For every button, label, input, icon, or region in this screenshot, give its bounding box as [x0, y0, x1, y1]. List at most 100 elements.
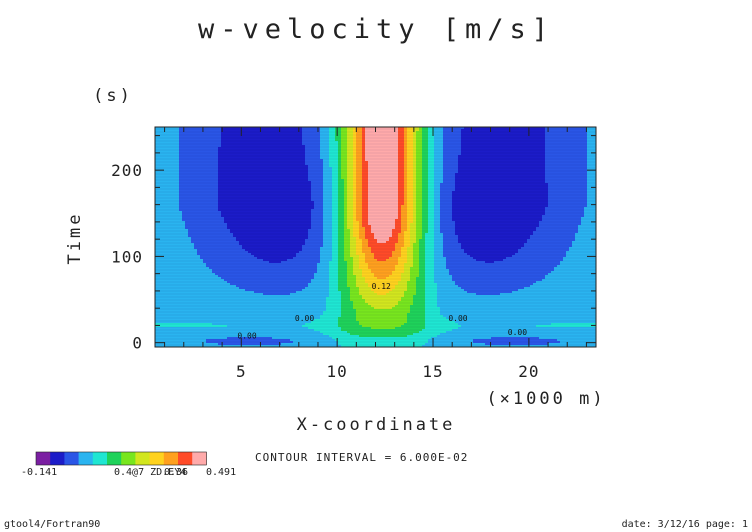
field-cell [344, 141, 348, 144]
field-cell [170, 145, 174, 148]
field-cell [419, 129, 423, 132]
field-cell [284, 153, 288, 156]
field-cell [164, 145, 168, 148]
field-cell [473, 141, 477, 144]
field-cell [527, 137, 531, 140]
field-cell [230, 147, 234, 150]
field-cell [473, 135, 477, 138]
field-cell [275, 151, 279, 154]
field-cell [455, 141, 459, 144]
field-cell [287, 143, 291, 146]
field-cell [473, 147, 477, 150]
field-cell [323, 141, 327, 144]
field-cell [440, 129, 444, 132]
field-cell [236, 129, 240, 132]
field-cell [239, 139, 243, 142]
field-cell [509, 137, 513, 140]
field-cell [251, 133, 255, 136]
field-cell [290, 151, 294, 154]
field-cell [254, 151, 258, 154]
field-cell [368, 133, 372, 136]
field-cell [263, 135, 267, 138]
field-cell [413, 149, 417, 152]
field-cell [383, 129, 387, 132]
field-cell [392, 145, 396, 148]
field-cell [269, 147, 273, 150]
field-cell [497, 151, 501, 154]
field-cell [182, 135, 186, 138]
field-cell [536, 141, 540, 144]
field-cell [554, 139, 558, 142]
field-cell [167, 135, 171, 138]
field-cell [416, 131, 420, 134]
field-cell [455, 147, 459, 150]
field-cell [389, 139, 393, 142]
field-cell [257, 127, 261, 130]
field-cell [269, 143, 273, 146]
field-cell [329, 135, 333, 138]
field-cell [230, 137, 234, 140]
field-cell [254, 147, 258, 150]
field-cell [473, 131, 477, 134]
field-cell [179, 137, 183, 140]
field-cell [368, 149, 372, 152]
field-cell [269, 129, 273, 132]
field-cell [380, 147, 384, 150]
field-cell [275, 149, 279, 152]
field-cell [179, 133, 183, 136]
field-cell [485, 143, 489, 146]
field-cell [398, 147, 402, 150]
field-cell [380, 135, 384, 138]
field-cell [254, 145, 258, 148]
field-cell [461, 139, 465, 142]
field-cell [161, 131, 165, 134]
field-cell [368, 141, 372, 144]
field-cell [494, 147, 498, 150]
field-cell [161, 133, 165, 136]
field-cell [461, 147, 465, 150]
field-cell [542, 151, 546, 154]
field-cell [563, 137, 567, 140]
field-cell [329, 151, 333, 154]
field-cell [350, 149, 354, 152]
field-cell [575, 143, 579, 146]
field-cell [395, 139, 399, 142]
field-cell [323, 129, 327, 132]
field-cell [344, 147, 348, 150]
field-cell [371, 143, 375, 146]
field-cell [245, 149, 249, 152]
field-cell [548, 131, 552, 134]
field-cell [437, 143, 441, 146]
field-cell [551, 143, 555, 146]
field-cell [407, 131, 411, 134]
field-cell [422, 149, 426, 152]
field-cell [590, 129, 594, 132]
field-cell [206, 129, 210, 132]
field-cell [236, 131, 240, 134]
field-cell [587, 139, 591, 142]
field-cell [320, 135, 324, 138]
field-cell [500, 151, 504, 154]
field-cell [452, 135, 456, 138]
field-cell [392, 137, 396, 140]
field-cell [281, 143, 285, 146]
field-cell [221, 127, 225, 130]
field-cell [281, 147, 285, 150]
field-cell [188, 153, 192, 156]
field-cell [230, 143, 234, 146]
field-cell [566, 127, 570, 130]
field-cell [293, 131, 297, 134]
field-cell [197, 133, 201, 136]
field-cell [467, 139, 471, 142]
field-cell [482, 133, 486, 136]
field-cell [338, 147, 342, 150]
field-cell [380, 151, 384, 154]
field-cell [389, 151, 393, 154]
field-cell [326, 141, 330, 144]
field-cell [224, 127, 228, 130]
field-cell [242, 143, 246, 146]
field-cell [206, 133, 210, 136]
field-cell [275, 135, 279, 138]
field-cell [200, 129, 204, 132]
field-cell [185, 153, 189, 156]
